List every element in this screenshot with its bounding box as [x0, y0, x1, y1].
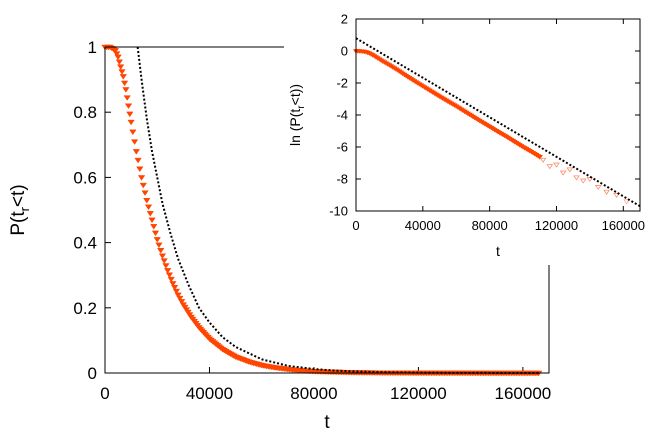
data-point-0: [139, 182, 147, 189]
y-tick-label: -4: [336, 108, 348, 123]
main-y-axis-label-main: P(t: [8, 211, 29, 236]
y-tick-label: -10: [329, 204, 348, 219]
data-point-0: [130, 139, 139, 145]
data-point-0: [129, 129, 137, 136]
data-point-0: [150, 224, 158, 230]
x-tick-label: 0: [100, 384, 109, 403]
inset-plot: 0 40000 80000 120000 160000 -10-8-6-4-202 t …: [284, 8, 650, 262]
data-point-0: [151, 230, 160, 237]
data-point-1: [566, 167, 574, 173]
main-plot: 0 40000 80000 120000 160000 0 0.2 0.4 0.6 0.8 1 t…: [8, 38, 551, 433]
main-plot-frame: [104, 47, 550, 374]
data-point-0: [113, 51, 121, 57]
data-point-0: [153, 237, 161, 243]
data-point-0: [143, 198, 151, 204]
y-tick-label: 0.4: [73, 234, 97, 253]
data-point-0: [122, 87, 130, 93]
data-point-0: [174, 292, 182, 299]
data-point-0: [165, 272, 174, 278]
data-point-0: [127, 119, 135, 126]
x-tick-label: 120000: [535, 218, 578, 233]
y-tick-label: -6: [336, 140, 348, 155]
data-point-0: [117, 64, 125, 70]
data-point-0: [146, 211, 154, 217]
y-tick-label: 0: [341, 44, 348, 59]
data-point-0: [136, 166, 144, 173]
x-tick-label: 40000: [405, 218, 441, 233]
inset-x-axis-label: t: [496, 243, 500, 259]
data-point-0: [170, 284, 179, 291]
y-tick-label: -8: [336, 172, 348, 187]
main-y-axis-label-subscript: r: [17, 206, 32, 211]
data-point-0: [148, 217, 156, 224]
x-tick-label: 160000: [602, 218, 645, 233]
data-point-0: [160, 258, 168, 264]
data-point-0: [162, 263, 170, 269]
x-tick-label: 0: [352, 218, 359, 233]
data-point-0: [164, 268, 172, 274]
data-point-0: [118, 69, 126, 75]
data-point-0: [158, 253, 167, 259]
data-point-0: [111, 48, 120, 54]
data-point-0: [169, 281, 177, 287]
x-tick-label: 40000: [186, 384, 233, 403]
data-point-0: [134, 157, 142, 164]
data-point-1: [539, 157, 547, 163]
inset-y-axis-label-tail: <t)): [287, 84, 303, 105]
data-point-1: [573, 175, 580, 181]
data-point-1: [594, 185, 602, 191]
y-tick-label: 0.8: [73, 103, 97, 122]
inset-y-axis-label-subscript: r: [296, 105, 307, 109]
y-tick-label: 1: [88, 38, 97, 57]
data-point-0: [141, 190, 149, 196]
main-y-axis-label: P(tr<t): [8, 184, 32, 235]
data-point-0: [157, 248, 165, 254]
data-point-0: [123, 95, 131, 101]
data-point-0: [119, 74, 127, 80]
data-point-0: [137, 175, 146, 181]
main-x-ticks: 0 40000 80000 120000 160000: [100, 367, 551, 403]
data-point-1: [603, 189, 610, 195]
data-point-0: [114, 54, 122, 61]
y-tick-label: 0: [88, 364, 97, 383]
fit-line: [355, 37, 641, 208]
data-point-0: [120, 80, 129, 87]
data-point-1: [623, 199, 630, 205]
main-x-axis-label: t: [324, 412, 330, 433]
data-point-1: [559, 170, 567, 176]
x-tick-label: 120000: [390, 384, 447, 403]
inset-y-axis-label: ln (P(tr<t)): [287, 84, 307, 146]
y-tick-label: 0.6: [73, 168, 97, 187]
data-point-0: [176, 295, 184, 302]
data-point-0: [126, 111, 134, 118]
inset-y-axis-label-main: ln (P(t: [287, 109, 303, 146]
data-point-1: [613, 193, 620, 199]
x-tick-label: 80000: [290, 384, 337, 403]
data-point-0: [167, 276, 175, 283]
data-point-0: [155, 242, 163, 249]
data-point-0: [536, 155, 543, 160]
inset-data-marks: [352, 37, 641, 208]
x-tick-label: 160000: [495, 384, 552, 403]
data-point-0: [124, 103, 133, 110]
inset-plot-frame: [355, 18, 641, 212]
data-point-1: [553, 162, 560, 168]
data-point-0: [132, 149, 141, 155]
x-tick-label: 80000: [472, 218, 508, 233]
data-point-0: [177, 299, 186, 305]
data-point-0: [144, 204, 153, 211]
data-point-1: [579, 178, 587, 184]
data-point-1: [546, 164, 554, 170]
y-tick-label: -2: [336, 76, 348, 91]
main-y-axis-label-tail: <t): [8, 184, 29, 207]
data-point-0: [172, 288, 181, 295]
inset-x-ticks: 0 40000 80000 120000 160000: [352, 19, 645, 233]
data-point-0: [115, 59, 124, 66]
y-tick-label: 0.2: [73, 299, 97, 318]
inset-background: [284, 8, 650, 262]
y-tick-label: 2: [341, 12, 348, 27]
